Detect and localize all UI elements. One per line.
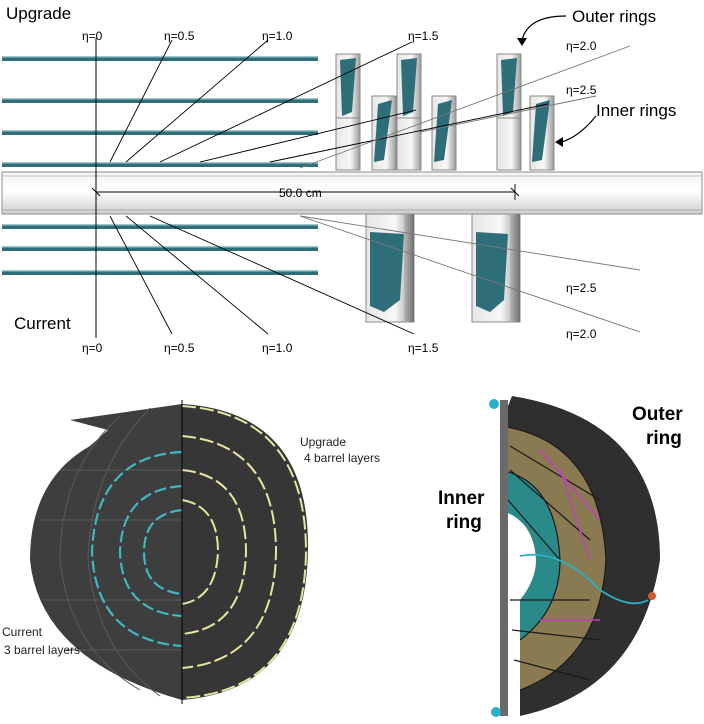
eta-label: η=0: [82, 29, 103, 43]
upgrade-eta-labels: η=0 η=0.5 η=1.0 η=1.5 η=2.0 η=2.5: [82, 29, 597, 97]
eta-label: η=2.5: [566, 83, 597, 97]
upgrade-eta-lines: [109, 39, 631, 169]
eta-label: η=2.0: [566, 327, 597, 341]
barrel-upgrade-label: Upgrade: [300, 435, 346, 449]
upgrade-barrel-layers: [2, 56, 318, 167]
barrel-3d-illustration: [30, 400, 309, 704]
current-barrel-layers: [2, 224, 318, 275]
outer-ring-sublabel: ring: [646, 428, 682, 449]
eta-label: η=1.5: [408, 29, 439, 43]
current-title: Current: [14, 314, 71, 333]
barrel-upgrade-sublabel: 4 barrel layers: [304, 451, 380, 465]
endcap-3d-illustration: [489, 396, 660, 717]
inner-ring-sublabel: ring: [446, 512, 482, 533]
eta-label: η=0: [82, 341, 103, 355]
eta-label: η=0.5: [164, 29, 195, 43]
outer-ring-label: Outer: [632, 404, 683, 425]
distance-label: 50.0 cm: [279, 186, 322, 200]
current-eta-labels: η=0 η=0.5 η=1.0 η=1.5 η=2.5 η=2.0: [82, 281, 597, 355]
eta-label: η=2.5: [566, 281, 597, 295]
upgrade-inner-ring-disks: [371, 95, 555, 171]
inner-rings-label: Inner rings: [596, 101, 676, 120]
barrel-current-label: Current: [2, 625, 43, 639]
eta-label: η=1.0: [262, 341, 293, 355]
eta-label: η=0.5: [164, 341, 195, 355]
upgrade-title: Upgrade: [6, 4, 71, 23]
barrel-current-sublabel: 3 barrel layers: [4, 643, 80, 657]
beam-pipe: [1, 171, 703, 215]
outer-rings-label: Outer rings: [572, 7, 656, 26]
current-eta-lines: [109, 215, 641, 335]
eta-label: η=1.0: [262, 29, 293, 43]
callout-arrows: [517, 15, 597, 147]
distance-marker: [91, 184, 520, 200]
eta-label: η=2.0: [566, 39, 597, 53]
upgrade-outer-ring-disks: [335, 53, 522, 171]
eta-label: η=1.5: [408, 341, 439, 355]
current-endcap-disks: [365, 213, 521, 323]
inner-ring-label: Inner: [438, 488, 485, 509]
